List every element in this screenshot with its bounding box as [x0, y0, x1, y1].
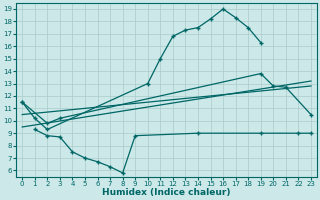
- X-axis label: Humidex (Indice chaleur): Humidex (Indice chaleur): [102, 188, 231, 197]
